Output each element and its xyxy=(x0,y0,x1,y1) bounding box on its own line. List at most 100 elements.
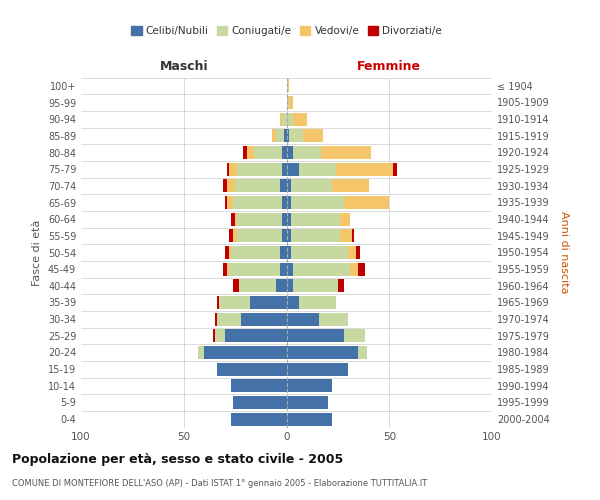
Bar xyxy=(217,312,241,326)
Bar xyxy=(283,112,287,126)
Bar xyxy=(215,330,225,342)
Bar xyxy=(198,346,205,359)
Text: Maschi: Maschi xyxy=(160,60,208,72)
Bar xyxy=(287,162,299,175)
Bar xyxy=(299,296,336,309)
Bar xyxy=(217,362,287,376)
Bar xyxy=(287,80,289,92)
Bar xyxy=(287,262,293,276)
Bar xyxy=(254,146,283,159)
Bar xyxy=(241,312,287,326)
Bar xyxy=(244,146,247,159)
Bar xyxy=(287,330,344,342)
Bar xyxy=(276,280,287,292)
Bar xyxy=(293,280,338,292)
Bar xyxy=(205,346,287,359)
Bar xyxy=(287,230,290,242)
Bar xyxy=(231,412,287,426)
Bar xyxy=(287,362,348,376)
Bar xyxy=(223,262,227,276)
Bar xyxy=(293,112,307,126)
Bar xyxy=(229,246,231,259)
Bar xyxy=(280,246,287,259)
Bar xyxy=(237,162,283,175)
Legend: Celibi/Nubili, Coniugati/e, Vedovi/e, Divorziati/e: Celibi/Nubili, Coniugati/e, Vedovi/e, Di… xyxy=(128,23,445,40)
Bar xyxy=(283,196,287,209)
Bar xyxy=(358,346,367,359)
Bar xyxy=(348,246,356,259)
Bar xyxy=(336,162,394,175)
Bar xyxy=(280,180,287,192)
Bar xyxy=(356,246,361,259)
Bar xyxy=(235,180,280,192)
Bar xyxy=(250,296,287,309)
Bar xyxy=(290,212,340,226)
Bar xyxy=(231,246,280,259)
Bar xyxy=(231,212,235,226)
Bar xyxy=(287,130,289,142)
Bar xyxy=(290,196,344,209)
Bar xyxy=(287,212,290,226)
Bar xyxy=(287,180,290,192)
Text: Popolazione per età, sesso e stato civile - 2005: Popolazione per età, sesso e stato civil… xyxy=(12,452,343,466)
Bar xyxy=(289,130,303,142)
Bar xyxy=(358,262,365,276)
Bar xyxy=(287,246,290,259)
Bar xyxy=(319,312,348,326)
Bar xyxy=(287,412,332,426)
Bar xyxy=(340,212,350,226)
Bar xyxy=(276,130,284,142)
Bar xyxy=(233,396,287,409)
Bar xyxy=(283,212,287,226)
Bar xyxy=(287,112,293,126)
Bar xyxy=(231,380,287,392)
Bar xyxy=(290,230,340,242)
Bar xyxy=(303,130,323,142)
Bar xyxy=(212,330,215,342)
Bar xyxy=(287,196,290,209)
Bar xyxy=(293,146,322,159)
Bar xyxy=(223,180,227,192)
Bar xyxy=(237,212,283,226)
Bar xyxy=(289,96,293,109)
Bar xyxy=(229,262,280,276)
Bar xyxy=(227,262,229,276)
Bar xyxy=(352,230,355,242)
Bar xyxy=(287,96,289,109)
Bar xyxy=(225,196,227,209)
Bar xyxy=(287,146,293,159)
Bar xyxy=(350,262,358,276)
Bar xyxy=(287,346,358,359)
Bar xyxy=(229,230,233,242)
Bar xyxy=(233,230,237,242)
Bar xyxy=(332,180,369,192)
Bar xyxy=(233,280,239,292)
Bar xyxy=(283,230,287,242)
Bar xyxy=(340,230,352,242)
Bar xyxy=(290,180,332,192)
Bar xyxy=(280,112,283,126)
Bar xyxy=(227,180,235,192)
Bar xyxy=(284,130,287,142)
Text: Femmine: Femmine xyxy=(357,60,421,72)
Bar xyxy=(283,162,287,175)
Bar xyxy=(225,246,229,259)
Bar xyxy=(287,280,293,292)
Bar xyxy=(322,146,371,159)
Y-axis label: Anni di nascita: Anni di nascita xyxy=(559,211,569,294)
Bar xyxy=(287,396,328,409)
Bar xyxy=(239,280,276,292)
Bar xyxy=(218,296,250,309)
Bar xyxy=(290,246,348,259)
Bar xyxy=(215,312,217,326)
Bar xyxy=(287,296,299,309)
Bar xyxy=(344,330,365,342)
Bar xyxy=(299,162,336,175)
Bar xyxy=(237,230,283,242)
Bar xyxy=(217,296,218,309)
Bar xyxy=(280,262,287,276)
Bar xyxy=(247,146,254,159)
Bar xyxy=(233,196,283,209)
Bar xyxy=(283,146,287,159)
Bar xyxy=(287,312,319,326)
